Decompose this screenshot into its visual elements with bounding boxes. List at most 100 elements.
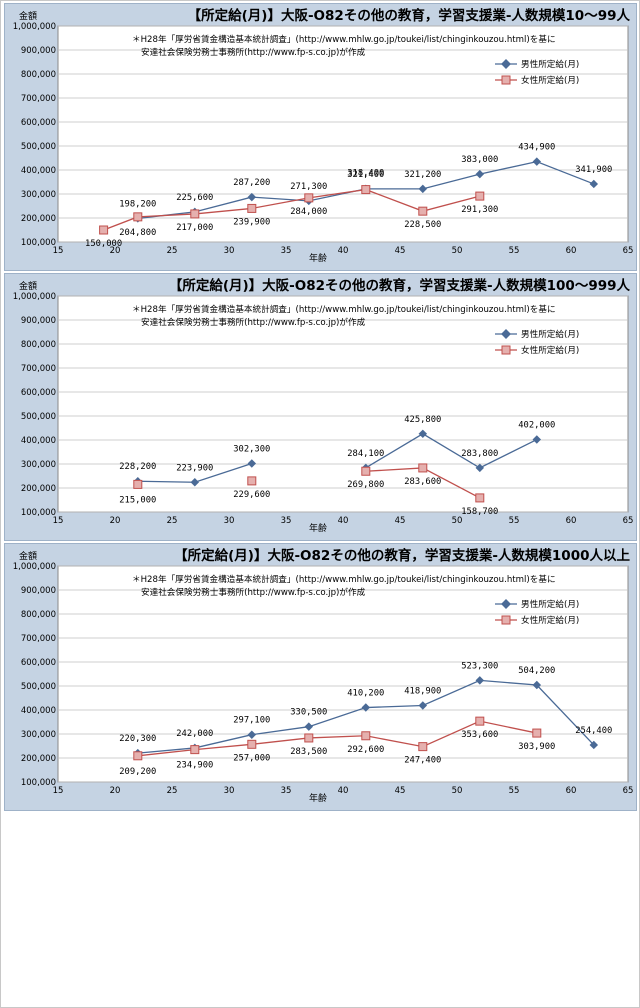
male-point (589, 740, 599, 750)
female-data-label: 303,900 (518, 742, 555, 752)
y-tick-label: 700,000 (21, 94, 56, 104)
male-data-label: 242,000 (176, 729, 213, 739)
x-tick-label: 40 (338, 246, 349, 256)
male-data-label: 425,800 (404, 415, 441, 425)
x-tick-label: 60 (566, 516, 577, 526)
male-data-label: 410,200 (347, 689, 384, 699)
female-point (361, 185, 371, 195)
female-point (532, 728, 542, 738)
male-point (304, 722, 314, 731)
female-data-label: 239,900 (233, 217, 270, 227)
y-tick-label: 800,000 (21, 340, 56, 350)
female-point (418, 206, 428, 216)
legend-female-marker (501, 615, 511, 625)
male-point (361, 703, 371, 712)
male-point (475, 676, 485, 685)
legend-male-label: 男性所定給(月) (521, 598, 579, 610)
female-data-label: 284,000 (290, 207, 327, 217)
y-tick-label: 1,000,000 (13, 22, 56, 32)
male-point (418, 429, 428, 439)
female-data-label: 215,000 (119, 495, 156, 505)
female-point (133, 479, 143, 489)
male-data-label: 198,200 (119, 199, 156, 209)
y-tick-label: 300,000 (21, 730, 56, 740)
y-tick-label: 400,000 (21, 706, 56, 716)
y-tick-label: 600,000 (21, 118, 56, 128)
female-point (190, 209, 200, 219)
source-note: ＊H28年「厚労省賃金構造基本統計調査」(http://www.mhlw.go.… (132, 33, 556, 45)
plot-area (57, 295, 629, 513)
x-tick-label: 55 (509, 786, 520, 796)
author-note: 安達社会保険労務士事務所(http://www.fp-s.co.jp)が作成 (141, 316, 366, 328)
y-tick-label: 700,000 (21, 634, 56, 644)
female-data-label: 269,800 (347, 480, 384, 490)
female-line (103, 188, 480, 231)
x-tick-label: 30 (224, 516, 235, 526)
y-tick-label: 200,000 (21, 214, 56, 224)
y-tick-label: 900,000 (21, 316, 56, 326)
x-tick-label: 45 (395, 786, 406, 796)
legend-female-marker (501, 75, 511, 85)
plot-area (57, 25, 629, 243)
legend-male-marker (501, 599, 511, 609)
x-tick-label: 25 (167, 246, 178, 256)
male-point (475, 169, 485, 179)
x-tick-label: 35 (281, 786, 292, 796)
male-data-label: 220,300 (119, 734, 156, 744)
x-tick-label: 15 (53, 246, 64, 256)
x-axis-label: 年齢 (309, 792, 327, 804)
male-data-label: 321,200 (404, 170, 441, 180)
x-tick-label: 45 (395, 246, 406, 256)
male-data-label: 271,300 (290, 182, 327, 192)
male-point (247, 192, 257, 202)
female-point (247, 476, 257, 486)
legend-female-label: 女性所定給(月) (521, 344, 579, 356)
x-tick-label: 35 (281, 246, 292, 256)
y-tick-label: 300,000 (21, 190, 56, 200)
x-tick-label: 60 (566, 786, 577, 796)
male-data-label: 254,400 (575, 726, 612, 736)
y-axis-label: 金額 (19, 10, 37, 22)
x-tick-label: 60 (566, 246, 577, 256)
male-data-label: 383,000 (461, 155, 498, 165)
female-line (137, 720, 537, 757)
male-data-label: 341,900 (575, 165, 612, 175)
female-data-label: 150,000 (85, 239, 122, 249)
x-tick-label: 65 (623, 786, 634, 796)
female-point (361, 466, 371, 476)
male-data-label: 321,400 (347, 170, 384, 180)
chart-2: 100,000 200,000 300,000 400,000 500,000 600,0… (13, 277, 634, 534)
female-data-label: 229,600 (233, 490, 270, 500)
female-point (133, 751, 143, 761)
female-point (418, 463, 428, 473)
male-point (418, 184, 428, 194)
female-point (475, 716, 485, 726)
male-data-label: 228,200 (119, 462, 156, 472)
male-data-label: 523,300 (461, 661, 498, 671)
chart-1: 100,000 200,000 300,000 400,000 500,000 600,0… (13, 7, 634, 264)
male-data-label: 504,200 (518, 666, 555, 676)
female-data-label: 283,500 (290, 747, 327, 757)
x-tick-label: 35 (281, 516, 292, 526)
female-data-label: 234,900 (176, 761, 213, 771)
female-point (361, 731, 371, 741)
male-line (365, 433, 538, 469)
x-tick-label: 50 (452, 516, 463, 526)
x-tick-label: 55 (509, 246, 520, 256)
source-note: ＊H28年「厚労省賃金構造基本統計調査」(http://www.mhlw.go.… (132, 303, 556, 315)
y-tick-label: 300,000 (21, 460, 56, 470)
x-axis-label: 年齢 (309, 252, 327, 264)
y-tick-label: 600,000 (21, 658, 56, 668)
female-data-label: 158,700 (461, 507, 498, 517)
x-tick-label: 50 (452, 786, 463, 796)
y-tick-label: 900,000 (21, 46, 56, 56)
female-data-label: 204,800 (119, 228, 156, 238)
x-tick-label: 65 (623, 246, 634, 256)
male-point (418, 701, 428, 710)
male-data-label: 418,900 (404, 686, 441, 696)
chart-3: 100,000 200,000 300,000 400,000 500,000 600,0… (13, 547, 634, 804)
y-tick-label: 900,000 (21, 586, 56, 596)
y-axis-label: 金額 (19, 280, 37, 292)
x-tick-label: 30 (224, 246, 235, 256)
